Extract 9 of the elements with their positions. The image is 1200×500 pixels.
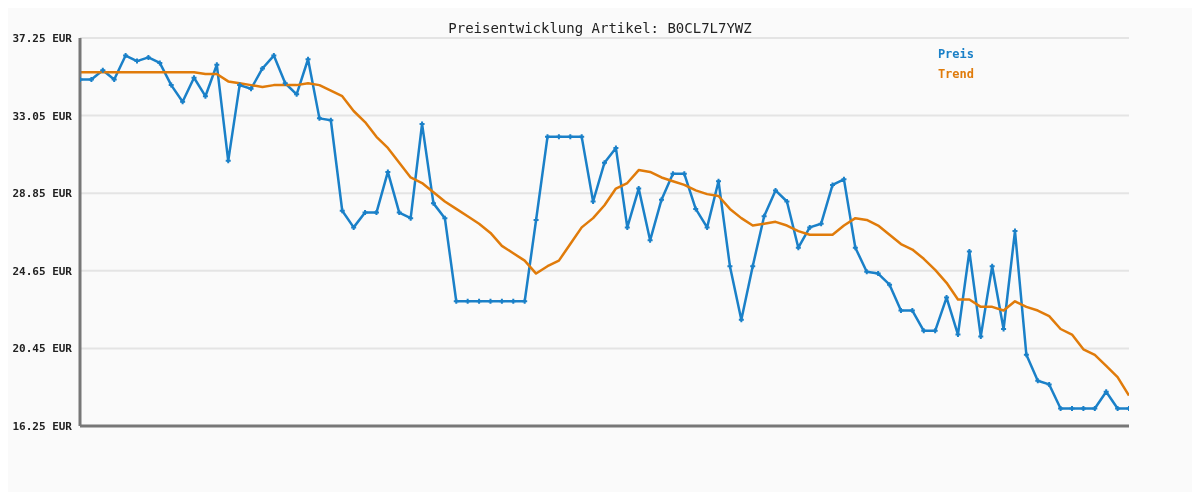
y-tick-label: 37.25 EUR [12,32,73,45]
chart-title: Preisentwicklung Artikel: B0CL7L7YWZ [448,20,752,36]
y-tick-label: 28.85 EUR [12,187,73,201]
text: Trend [937,66,974,83]
y-tick-label: 33.05 EUR [12,109,73,123]
y-tick-label: 24.65 EUR [12,264,73,278]
text: Preis [937,46,974,63]
y-tick-label: 20.45 EUR [12,342,73,356]
y-tick-label: 16.25 EUR [12,420,73,433]
